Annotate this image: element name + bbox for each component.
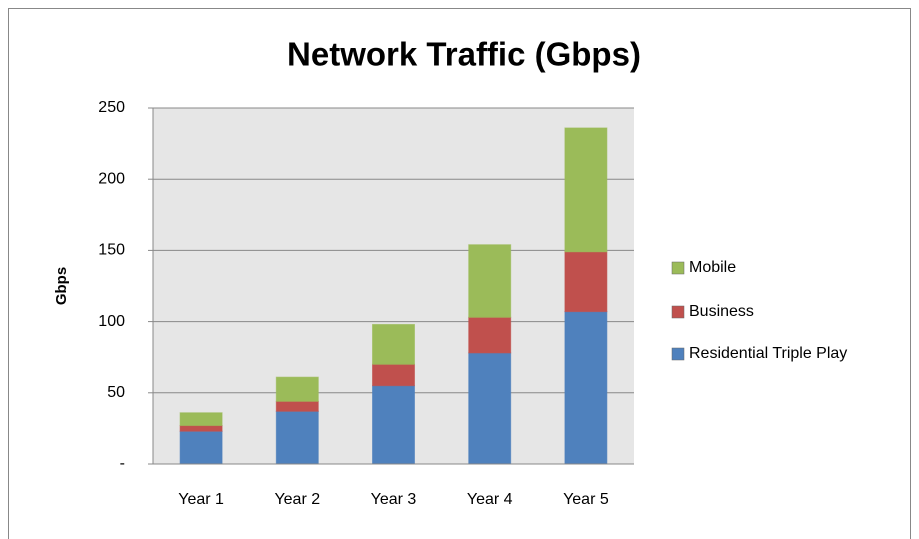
bar-segment [564, 251, 608, 313]
legend-label: Business [689, 303, 754, 320]
bar-segment [468, 352, 512, 465]
bar-segment [275, 376, 319, 402]
y-tick-label: - [120, 455, 125, 472]
bar-segment [372, 385, 415, 465]
y-tick-label: 100 [98, 313, 125, 330]
bar-segment [179, 425, 223, 432]
x-tick-label: Year 3 [371, 491, 417, 508]
bar-segment [372, 323, 415, 365]
bar-segment [275, 410, 319, 465]
bar-segment [564, 311, 608, 465]
y-axis-label: Gbps [53, 267, 70, 305]
bar-segment [468, 316, 512, 354]
x-tick-label: Year 1 [178, 491, 224, 508]
x-tick-label: Year 2 [274, 491, 320, 508]
x-tick-label: Year 5 [563, 491, 609, 508]
y-tick-label: 250 [98, 99, 125, 116]
legend-label: Mobile [689, 259, 736, 276]
bar-segment [372, 363, 415, 387]
y-tick-label: 150 [98, 242, 125, 259]
x-tick-label: Year 4 [467, 491, 513, 508]
bar-segment [179, 430, 223, 465]
bar-segment [468, 244, 512, 318]
bar-segment [179, 412, 223, 427]
bar-segment [275, 400, 319, 412]
bar-segment [564, 127, 608, 253]
legend-swatch [671, 261, 685, 275]
legend-label: Residential Triple Play [689, 345, 847, 362]
legend-swatch [671, 305, 685, 319]
legend-swatch [671, 347, 685, 361]
y-tick-label: 50 [107, 384, 125, 401]
y-tick-label: 200 [98, 170, 125, 187]
chart-title: Network Traffic (Gbps) [287, 36, 641, 73]
